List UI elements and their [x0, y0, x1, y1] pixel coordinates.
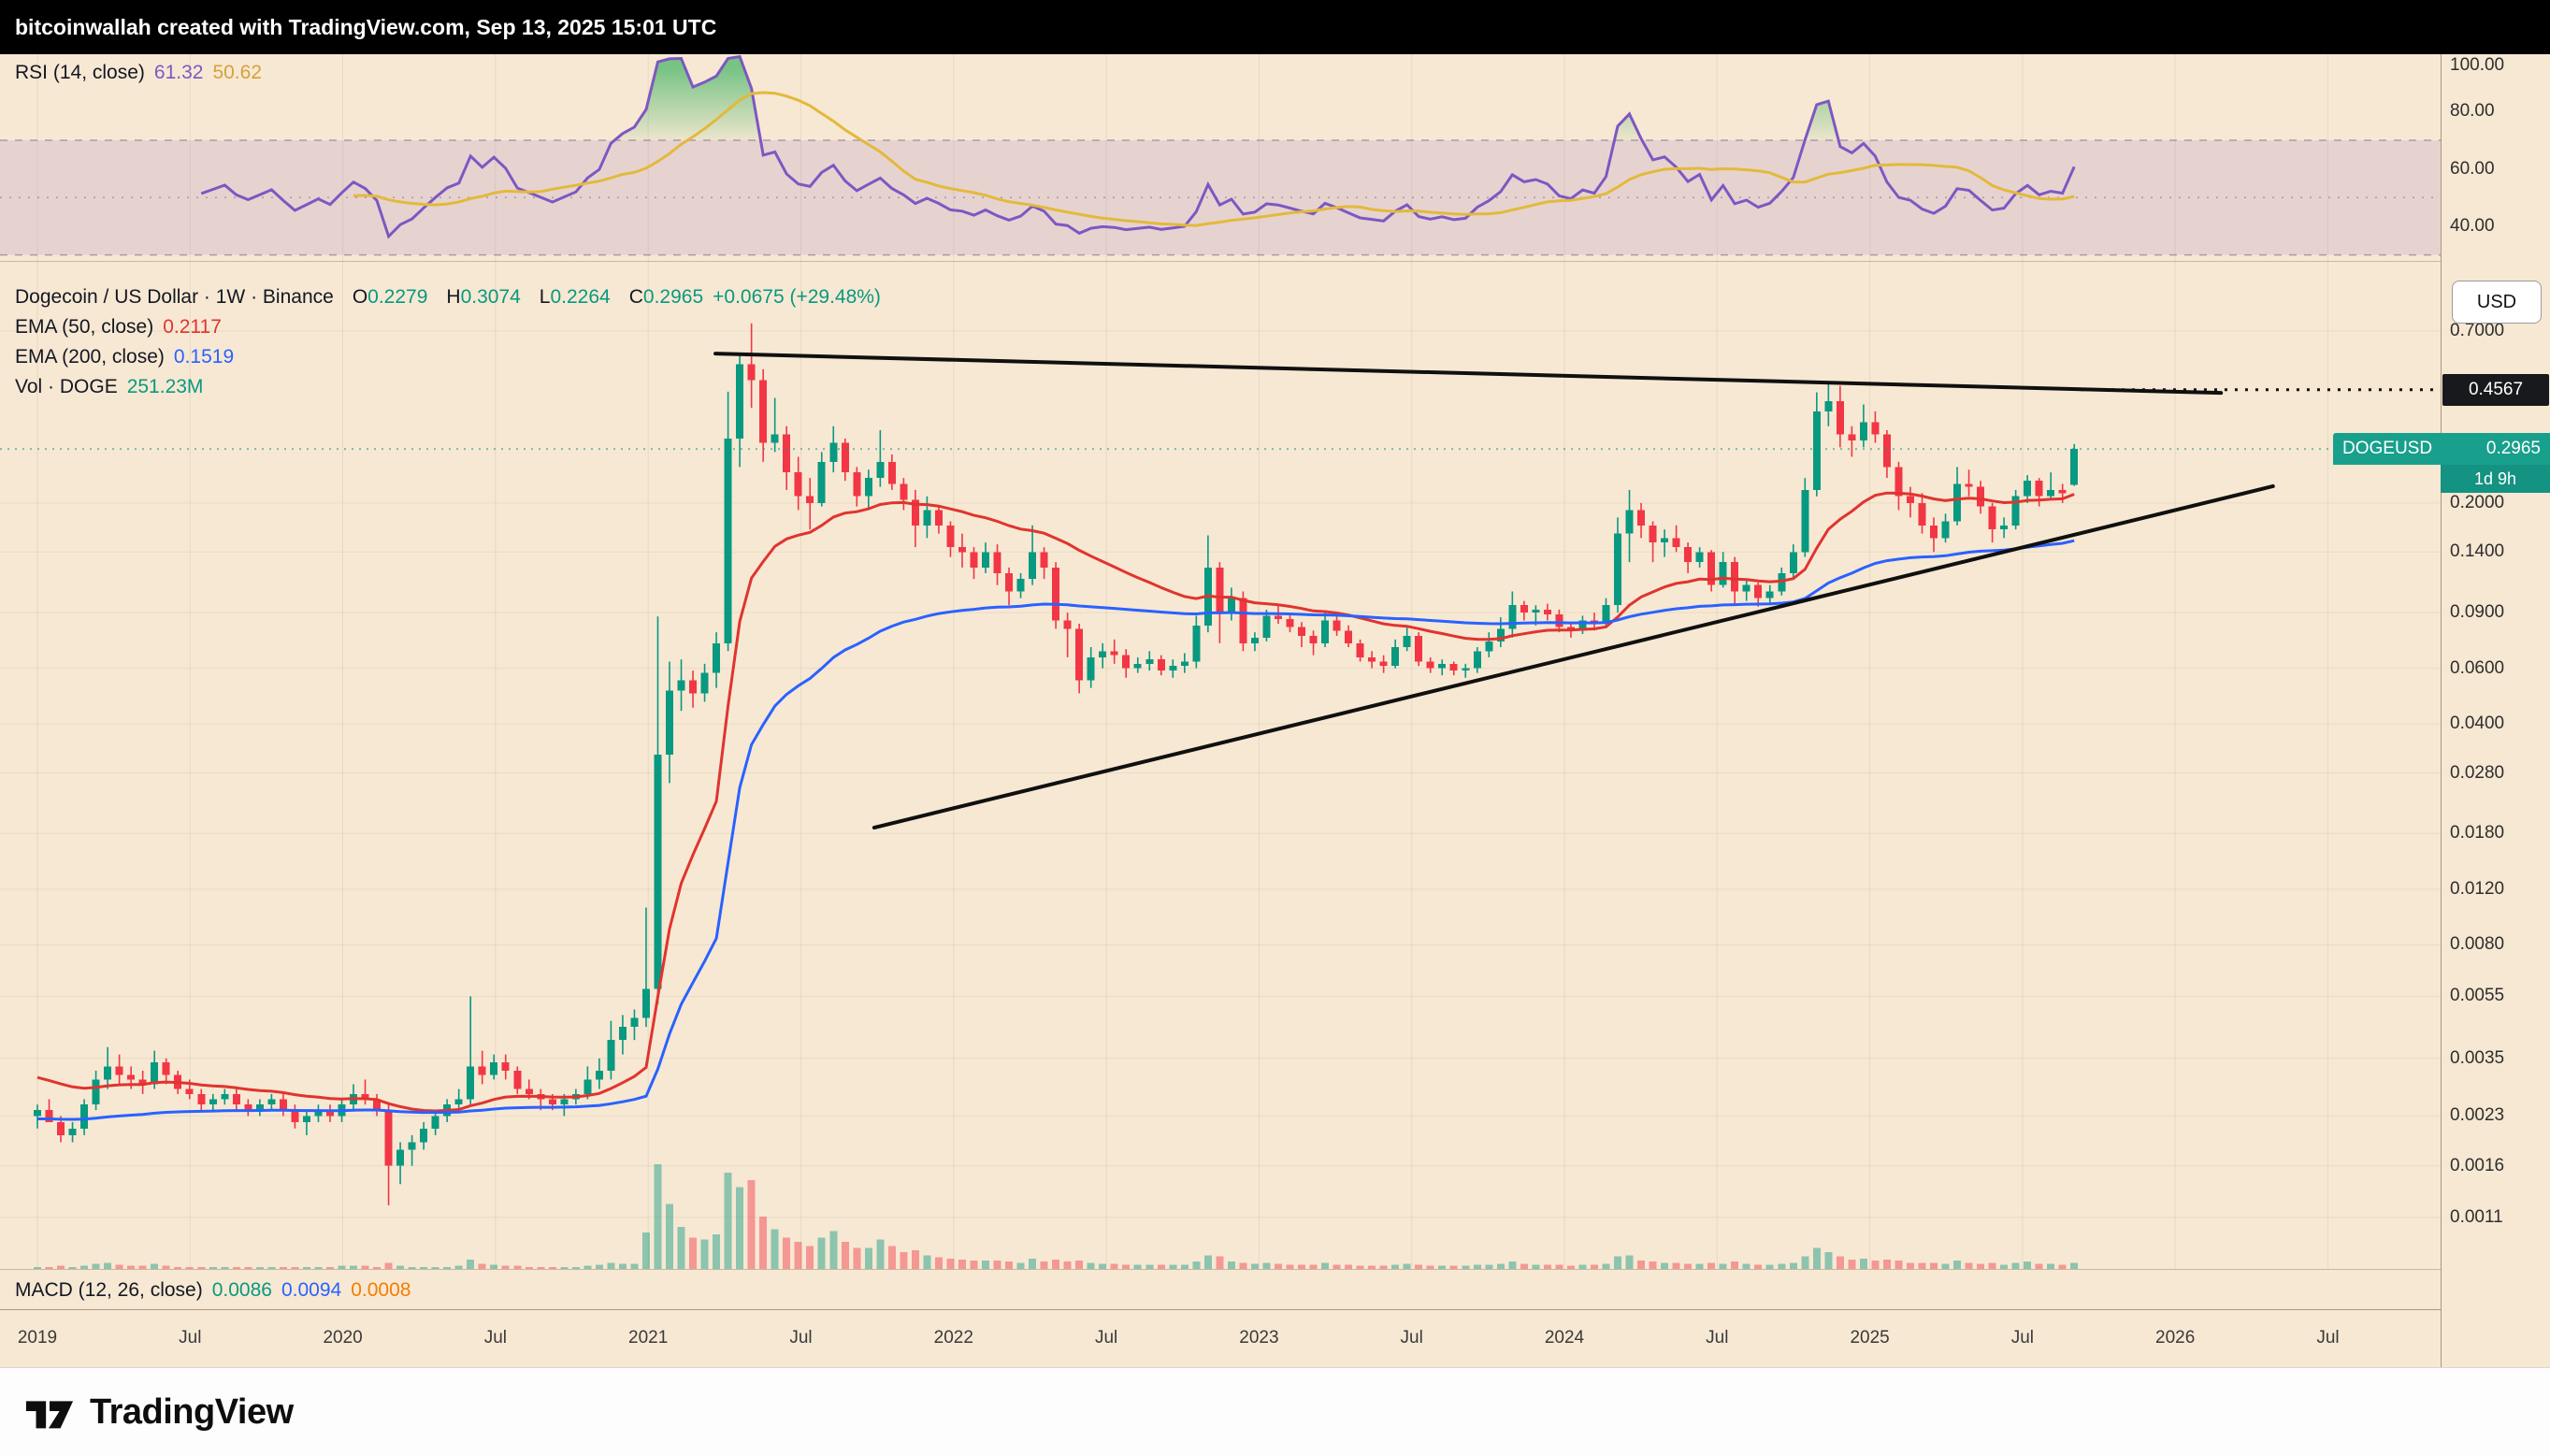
price-scale-label: 0.0055: [2450, 986, 2505, 1006]
price-scale-label: 0.1400: [2450, 541, 2505, 562]
macd-pane[interactable]: [0, 1269, 2441, 1309]
rsi-scale-label: 80.00: [2450, 101, 2495, 122]
rsi-overbought-fill: [614, 56, 1839, 140]
badge-price: 0.2965: [2485, 439, 2541, 459]
macd-legend: MACD (12, 26, close) 0.0086 0.0094 0.000…: [15, 1277, 411, 1304]
trendline-price-badge: 0.4567: [2442, 373, 2549, 406]
price-scale-label: 0.2000: [2450, 492, 2505, 512]
grid: [0, 262, 2441, 1269]
time-axis-label: Jul: [483, 1328, 508, 1348]
ema200-title[interactable]: EMA (200, close): [15, 346, 165, 368]
price-scale-label: 0.0011: [2450, 1206, 2503, 1227]
currency-button[interactable]: USD: [2452, 281, 2542, 324]
time-axis-label: 2022: [933, 1328, 973, 1348]
ema200-line[interactable]: [37, 539, 2075, 1121]
last-price-badge: DOGEUSD 0.2965 1d 9h: [2333, 433, 2550, 494]
candles-series: [34, 323, 2079, 1205]
price-scale-label: 0.0035: [2450, 1047, 2505, 1068]
price-scale-label: 0.7000: [2450, 321, 2505, 340]
ema200-value: 0.1519: [173, 346, 235, 368]
time-axis-label: 2019: [17, 1328, 58, 1348]
attribution-bar: bitcoinwallah created with TradingView.c…: [0, 0, 2550, 54]
time-axis[interactable]: 2019 Jul 2020 Jul 2021 Jul 2022 Jul 2023 Jul 2024 J…: [0, 1309, 2441, 1367]
volume-legend: Vol · DOGE 251.23M: [15, 374, 203, 400]
volume-value: 251.23M: [126, 376, 204, 397]
price-scale-label: 0.0080: [2450, 934, 2505, 955]
ohlc-close: C 0.2965: [628, 286, 704, 308]
price-scale-label: 0.0023: [2450, 1105, 2505, 1126]
rsi-legend-title[interactable]: RSI (14, close): [15, 62, 145, 83]
ema50-legend: EMA (50, close) 0.2117: [15, 314, 222, 340]
rsi-line[interactable]: [200, 54, 2076, 239]
rsi-scale-label: 60.00: [2450, 158, 2495, 179]
time-axis-label: 2023: [1239, 1328, 1279, 1348]
ema50-value: 0.2117: [163, 316, 222, 338]
symbol-legend: Dogecoin / US Dollar · 1W · Binance O 0.2…: [15, 284, 881, 310]
ema50-title[interactable]: EMA (50, close): [15, 316, 154, 338]
volume-series: [34, 1164, 2079, 1269]
attribution-text: bitcoinwallah created with TradingView.c…: [15, 15, 717, 39]
rsi-legend: RSI (14, close) 61.32 50.62: [15, 60, 262, 86]
price-scale[interactable]: 100.00 80.00 60.00 40.00 0.7000 0.2000 0.1400 0…: [2441, 54, 2550, 1367]
lower-trendline[interactable]: [872, 483, 2275, 830]
rsi-scale-label: 40.00: [2450, 215, 2495, 236]
chart-content: 2019 Jul 2020 Jul 2021 Jul 2022 Jul 2023 Jul 2024 J…: [0, 54, 2550, 1367]
time-axis-label: 2021: [628, 1328, 669, 1348]
ohlc-open: O 0.2279: [352, 286, 428, 308]
time-axis-label: Jul: [1094, 1328, 1118, 1348]
time-axis-label: 2020: [323, 1328, 363, 1348]
macd-value: 0.0086: [211, 1279, 272, 1301]
price-scale-label: 0.0120: [2450, 878, 2505, 899]
grid: [36, 54, 2328, 262]
macd-signal-value: 0.0094: [281, 1279, 342, 1301]
time-axis-label: Jul: [1706, 1328, 1729, 1348]
price-scale-label: 0.0180: [2450, 823, 2505, 843]
time-axis-label: 2024: [1544, 1328, 1585, 1348]
rsi-scale-label: 100.00: [2450, 55, 2505, 75]
footer-bar: TradingView: [0, 1367, 2550, 1456]
price-scale-label: 0.0900: [2450, 602, 2505, 623]
price-scale-label: 0.0600: [2450, 657, 2505, 678]
ema200-legend: EMA (200, close) 0.1519: [15, 344, 234, 370]
tradingview-wordmark[interactable]: TradingView: [90, 1391, 294, 1432]
upper-trendline[interactable]: [713, 352, 2224, 396]
price-scale-label: 0.0280: [2450, 762, 2505, 783]
rsi-pane[interactable]: [0, 54, 2441, 262]
rsi-value: 61.32: [153, 62, 204, 83]
price-scale-label: 0.0400: [2450, 714, 2505, 734]
time-axis-label: Jul: [789, 1328, 813, 1348]
time-axis-label: 2025: [1850, 1328, 1890, 1348]
rsi-ma-line[interactable]: [353, 91, 2075, 227]
symbol-title[interactable]: Dogecoin / US Dollar · 1W · Binance: [15, 286, 334, 308]
bar-countdown: 1d 9h: [2441, 465, 2550, 494]
candlestick-chart[interactable]: [0, 262, 2441, 1269]
time-axis-label: Jul: [1400, 1328, 1423, 1348]
pane-separator[interactable]: [0, 261, 2441, 262]
ema50-line[interactable]: [36, 491, 2075, 1113]
ohlc-low: L 0.2264: [539, 286, 611, 308]
time-axis-label: Jul: [179, 1328, 202, 1348]
macd-title[interactable]: MACD (12, 26, close): [15, 1279, 203, 1301]
time-axis-label: Jul: [2010, 1328, 2035, 1348]
macd-hist-value: 0.0008: [351, 1279, 411, 1301]
change-value: +0.0675 (+29.48%): [713, 286, 881, 308]
rsi-ma-value: 50.62: [212, 62, 263, 83]
price-scale-label: 0.0016: [2450, 1155, 2505, 1175]
ohlc-high: H 0.3074: [446, 286, 521, 308]
badge-symbol-name: DOGEUSD: [2342, 439, 2433, 459]
volume-title[interactable]: Vol · DOGE: [15, 376, 118, 397]
time-axis-label: 2026: [2155, 1328, 2196, 1348]
time-axis-label: Jul: [2316, 1328, 2340, 1348]
tradingview-logo-icon[interactable]: [24, 1393, 75, 1431]
